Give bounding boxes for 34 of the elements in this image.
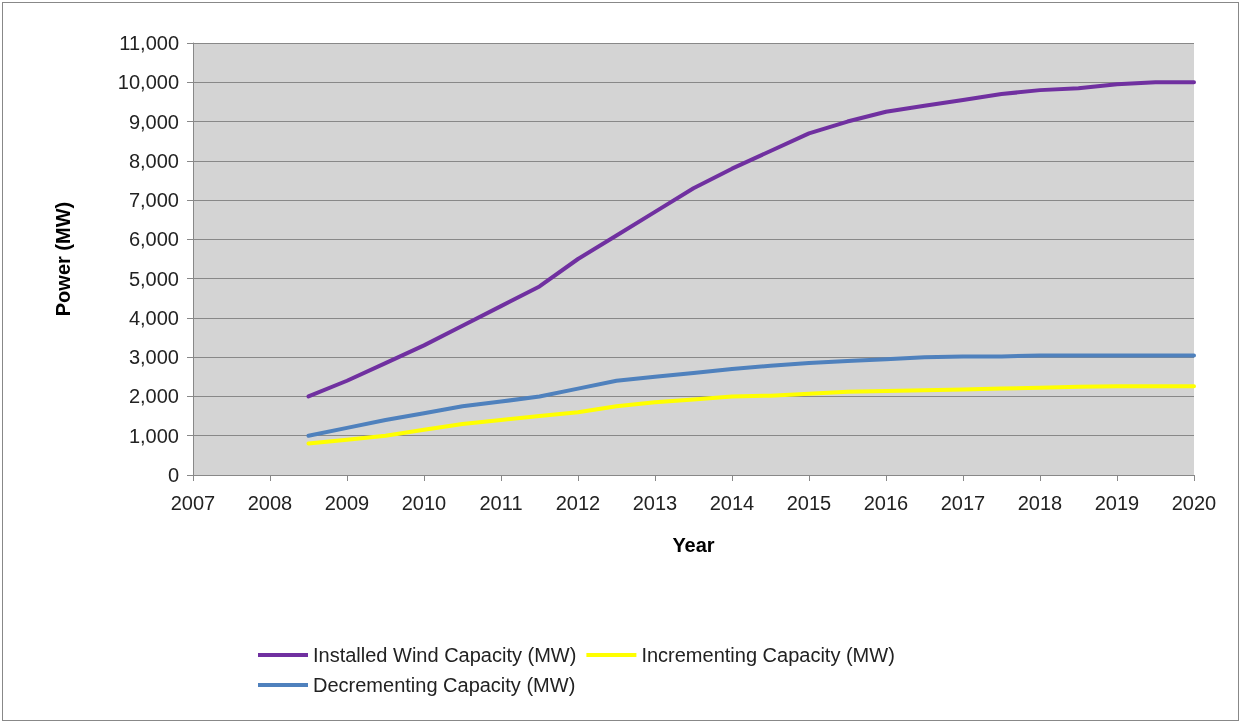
x-tick-label: 2018: [1017, 492, 1063, 514]
x-tick-label: 2011: [479, 492, 523, 514]
y-tick-label: 3,000: [128, 346, 179, 369]
y-tick-label: 11,000: [119, 32, 179, 54]
legend-label: Decrementing Capacity (MW): [313, 674, 576, 696]
x-tick-label: 2020: [1171, 492, 1217, 514]
y-tick-label: 2,000: [128, 385, 179, 408]
y-axis-title: Power (MW): [52, 201, 74, 317]
line-series: [306, 384, 1196, 446]
x-tick-label: 2017: [940, 492, 986, 514]
y-tick-label: 6,000: [128, 228, 179, 251]
x-axis-title: Year: [672, 534, 715, 556]
y-tick-label: 0: [167, 464, 179, 486]
y-tick-label: 1,000: [128, 424, 179, 447]
x-tick-label: 2016: [863, 492, 909, 514]
y-tick-label: 10,000: [117, 71, 179, 94]
x-tick-label: 2015: [786, 492, 832, 514]
line-series: [306, 80, 1196, 399]
y-tick-label: 9,000: [128, 110, 179, 133]
x-tick-label: 2009: [324, 492, 370, 514]
y-tick-label: 4,000: [128, 306, 179, 329]
line-series: [306, 353, 1196, 438]
x-tick-label: 2019: [1094, 492, 1140, 514]
x-tick-label: 2012: [555, 492, 601, 514]
y-tick-label: 5,000: [128, 267, 179, 290]
x-tick-label: 2013: [632, 492, 678, 514]
y-tick-label: 8,000: [128, 149, 179, 172]
y-tick-label: 7,000: [128, 189, 179, 212]
x-tick-label: 2014: [709, 492, 755, 514]
x-tick-label: 2007: [170, 492, 216, 514]
legend-label: Incrementing Capacity (MW): [641, 644, 895, 666]
x-tick-label: 2010: [401, 492, 447, 514]
x-tick-label: 2008: [247, 492, 293, 514]
legend-label: Installed Wind Capacity (MW): [313, 644, 577, 666]
